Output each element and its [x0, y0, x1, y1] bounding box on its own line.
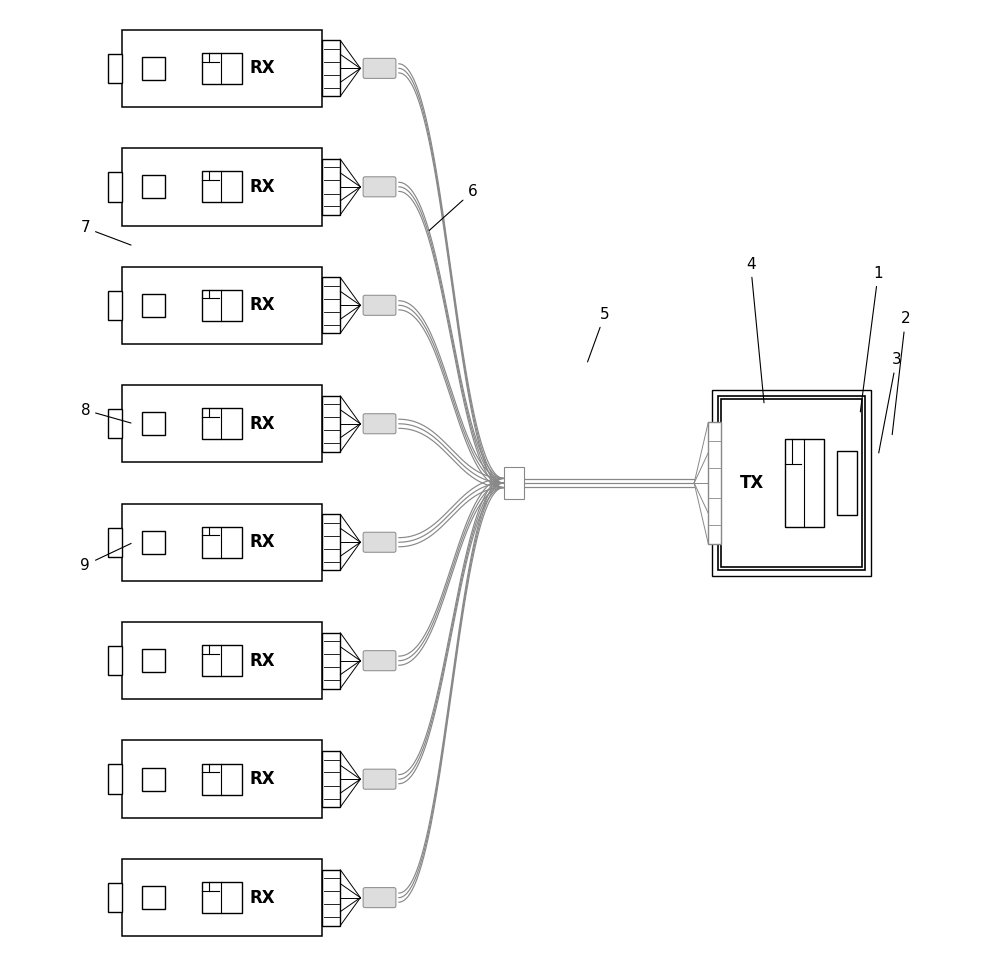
Bar — [122, 30, 322, 107]
FancyBboxPatch shape — [363, 58, 396, 78]
FancyBboxPatch shape — [363, 651, 396, 670]
FancyBboxPatch shape — [363, 888, 396, 908]
Bar — [322, 752, 340, 807]
Text: RX: RX — [249, 297, 275, 314]
Bar — [122, 622, 322, 699]
Bar — [202, 290, 242, 321]
Text: RX: RX — [249, 533, 275, 552]
Bar — [785, 440, 824, 526]
Bar — [322, 41, 340, 97]
FancyBboxPatch shape — [363, 413, 396, 434]
Bar — [721, 399, 862, 567]
Text: RX: RX — [249, 652, 275, 669]
Bar — [142, 175, 165, 198]
FancyBboxPatch shape — [363, 296, 396, 315]
Text: RX: RX — [249, 414, 275, 433]
Bar — [108, 409, 122, 439]
Text: RX: RX — [249, 889, 275, 907]
Text: TX: TX — [740, 474, 764, 492]
Bar — [122, 741, 322, 818]
Bar — [322, 396, 340, 452]
Bar — [202, 526, 242, 557]
Text: RX: RX — [249, 178, 275, 196]
Bar — [322, 277, 340, 333]
Text: 8: 8 — [81, 403, 131, 423]
Bar — [142, 294, 165, 317]
Bar — [108, 291, 122, 320]
Bar — [122, 859, 322, 936]
Text: 5: 5 — [588, 307, 610, 362]
Bar — [322, 159, 340, 214]
Text: 7: 7 — [81, 220, 131, 245]
Text: RX: RX — [249, 770, 275, 788]
Text: 4: 4 — [746, 257, 764, 403]
FancyBboxPatch shape — [363, 532, 396, 553]
Bar — [142, 649, 165, 672]
Bar — [712, 389, 871, 577]
Text: 2: 2 — [892, 311, 910, 435]
Bar — [108, 54, 122, 83]
Bar — [108, 764, 122, 794]
Bar — [202, 53, 242, 84]
Bar — [504, 467, 524, 499]
Bar — [142, 530, 165, 554]
Text: 3: 3 — [879, 353, 901, 453]
Bar — [322, 514, 340, 570]
Bar — [202, 645, 242, 676]
Text: 1: 1 — [860, 266, 883, 412]
Bar — [142, 768, 165, 791]
Bar — [202, 764, 242, 795]
Bar — [708, 422, 721, 544]
Bar — [108, 172, 122, 202]
Bar — [122, 385, 322, 463]
Text: 9: 9 — [80, 544, 131, 573]
Text: 6: 6 — [429, 184, 478, 231]
Bar — [202, 882, 242, 913]
FancyBboxPatch shape — [363, 769, 396, 789]
Bar — [108, 883, 122, 912]
FancyBboxPatch shape — [363, 177, 396, 197]
Bar — [142, 412, 165, 436]
Bar — [322, 633, 340, 689]
Bar — [108, 646, 122, 675]
Text: RX: RX — [249, 59, 275, 77]
Bar — [202, 171, 242, 202]
Bar — [122, 148, 322, 225]
Bar — [718, 396, 865, 570]
Bar — [122, 503, 322, 581]
Bar — [122, 267, 322, 344]
Bar — [142, 57, 165, 80]
Bar — [202, 409, 242, 440]
Bar — [142, 886, 165, 909]
Bar — [837, 451, 857, 515]
Bar — [108, 527, 122, 557]
Bar — [322, 869, 340, 925]
